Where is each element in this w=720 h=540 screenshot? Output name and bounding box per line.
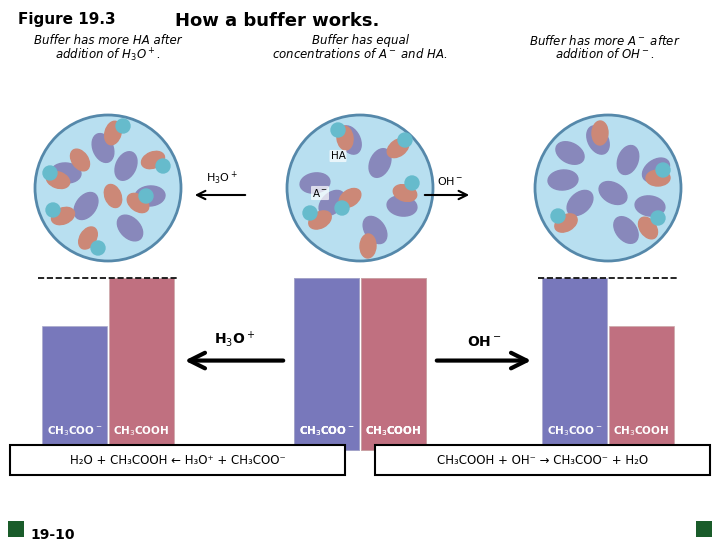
Ellipse shape bbox=[104, 185, 122, 207]
Ellipse shape bbox=[51, 207, 75, 225]
Text: How a buffer works.: How a buffer works. bbox=[175, 12, 379, 30]
Text: H$_3$O$^+$: H$_3$O$^+$ bbox=[206, 170, 238, 187]
Text: OH$^-$: OH$^-$ bbox=[437, 175, 463, 187]
Circle shape bbox=[535, 115, 681, 261]
Circle shape bbox=[139, 189, 153, 203]
Ellipse shape bbox=[646, 170, 670, 186]
Bar bbox=[361, 278, 426, 450]
Circle shape bbox=[651, 211, 665, 225]
Circle shape bbox=[398, 133, 412, 147]
Text: Buffer has equal: Buffer has equal bbox=[312, 34, 408, 47]
Bar bbox=[696, 521, 712, 537]
Bar bbox=[10, 445, 345, 475]
Ellipse shape bbox=[337, 126, 353, 150]
Text: HA: HA bbox=[330, 151, 346, 161]
Ellipse shape bbox=[104, 122, 122, 145]
Ellipse shape bbox=[51, 163, 81, 183]
Circle shape bbox=[116, 119, 130, 133]
Text: CH$_3$COOH: CH$_3$COOH bbox=[113, 424, 170, 438]
Text: CH$_3$COO$^-$: CH$_3$COO$^-$ bbox=[299, 424, 354, 438]
Circle shape bbox=[303, 206, 317, 220]
Text: CH$_3$COO$^-$: CH$_3$COO$^-$ bbox=[299, 424, 354, 438]
Ellipse shape bbox=[74, 192, 98, 219]
Circle shape bbox=[405, 176, 419, 190]
Circle shape bbox=[43, 166, 57, 180]
Ellipse shape bbox=[387, 138, 409, 158]
Ellipse shape bbox=[642, 158, 670, 182]
Text: Buffer has more A$^-$ after: Buffer has more A$^-$ after bbox=[529, 34, 680, 48]
Bar bbox=[42, 326, 107, 450]
Ellipse shape bbox=[363, 217, 387, 244]
Bar bbox=[294, 278, 359, 450]
Text: Buffer has more HA after: Buffer has more HA after bbox=[34, 34, 182, 47]
Ellipse shape bbox=[555, 214, 577, 232]
Ellipse shape bbox=[639, 217, 657, 239]
Ellipse shape bbox=[369, 148, 391, 177]
Ellipse shape bbox=[309, 211, 331, 229]
Circle shape bbox=[551, 209, 565, 223]
Ellipse shape bbox=[339, 126, 361, 154]
Text: OH$^-$: OH$^-$ bbox=[467, 335, 501, 348]
Bar bbox=[294, 278, 359, 450]
Circle shape bbox=[335, 201, 349, 215]
Ellipse shape bbox=[127, 193, 149, 213]
Ellipse shape bbox=[319, 191, 345, 215]
Circle shape bbox=[46, 203, 60, 217]
Text: A$^-$: A$^-$ bbox=[312, 187, 328, 199]
Bar bbox=[609, 326, 674, 450]
Ellipse shape bbox=[115, 152, 137, 180]
Ellipse shape bbox=[393, 185, 417, 201]
Circle shape bbox=[656, 163, 670, 177]
Circle shape bbox=[287, 115, 433, 261]
Circle shape bbox=[156, 159, 170, 173]
Text: CH$_3$COOH: CH$_3$COOH bbox=[613, 424, 670, 438]
Ellipse shape bbox=[635, 196, 665, 216]
Bar bbox=[375, 445, 710, 475]
Ellipse shape bbox=[300, 173, 330, 193]
Circle shape bbox=[91, 241, 105, 255]
Text: CH₃COOH + OH⁻ → CH₃COO⁻ + H₂O: CH₃COOH + OH⁻ → CH₃COO⁻ + H₂O bbox=[437, 454, 648, 467]
Ellipse shape bbox=[548, 170, 578, 190]
Text: CH$_3$COOH: CH$_3$COOH bbox=[365, 424, 422, 438]
Ellipse shape bbox=[141, 151, 165, 168]
Ellipse shape bbox=[135, 186, 165, 206]
Circle shape bbox=[35, 115, 181, 261]
Text: 19-10: 19-10 bbox=[30, 528, 74, 540]
Ellipse shape bbox=[614, 217, 638, 244]
Text: CH$_3$COO$^-$: CH$_3$COO$^-$ bbox=[546, 424, 602, 438]
Ellipse shape bbox=[387, 196, 417, 216]
Ellipse shape bbox=[339, 188, 361, 207]
Bar bbox=[542, 278, 607, 450]
Circle shape bbox=[331, 123, 345, 137]
Text: Figure 19.3: Figure 19.3 bbox=[18, 12, 116, 27]
Ellipse shape bbox=[117, 215, 143, 241]
Text: CH$_3$COO$^-$: CH$_3$COO$^-$ bbox=[47, 424, 102, 438]
Text: CH$_3$COOH: CH$_3$COOH bbox=[365, 424, 422, 438]
Text: H$_3$O$^+$: H$_3$O$^+$ bbox=[214, 329, 255, 348]
Ellipse shape bbox=[567, 191, 593, 215]
Ellipse shape bbox=[46, 172, 70, 188]
Ellipse shape bbox=[599, 181, 627, 205]
Ellipse shape bbox=[617, 145, 639, 174]
Ellipse shape bbox=[360, 234, 376, 258]
Bar bbox=[361, 278, 426, 450]
Ellipse shape bbox=[78, 227, 97, 249]
Ellipse shape bbox=[587, 126, 609, 154]
Ellipse shape bbox=[92, 133, 114, 163]
Text: concentrations of A$^-$ and HA.: concentrations of A$^-$ and HA. bbox=[272, 47, 448, 61]
Text: addition of OH$^-$.: addition of OH$^-$. bbox=[555, 47, 654, 61]
Ellipse shape bbox=[556, 141, 584, 164]
Bar bbox=[109, 278, 174, 450]
Bar bbox=[8, 521, 24, 537]
Text: addition of H$_3$O$^+$.: addition of H$_3$O$^+$. bbox=[55, 47, 161, 64]
Ellipse shape bbox=[592, 121, 608, 145]
Text: H₂O + CH₃COOH ← H₃O⁺ + CH₃COO⁻: H₂O + CH₃COOH ← H₃O⁺ + CH₃COO⁻ bbox=[70, 454, 285, 467]
Ellipse shape bbox=[71, 149, 89, 171]
